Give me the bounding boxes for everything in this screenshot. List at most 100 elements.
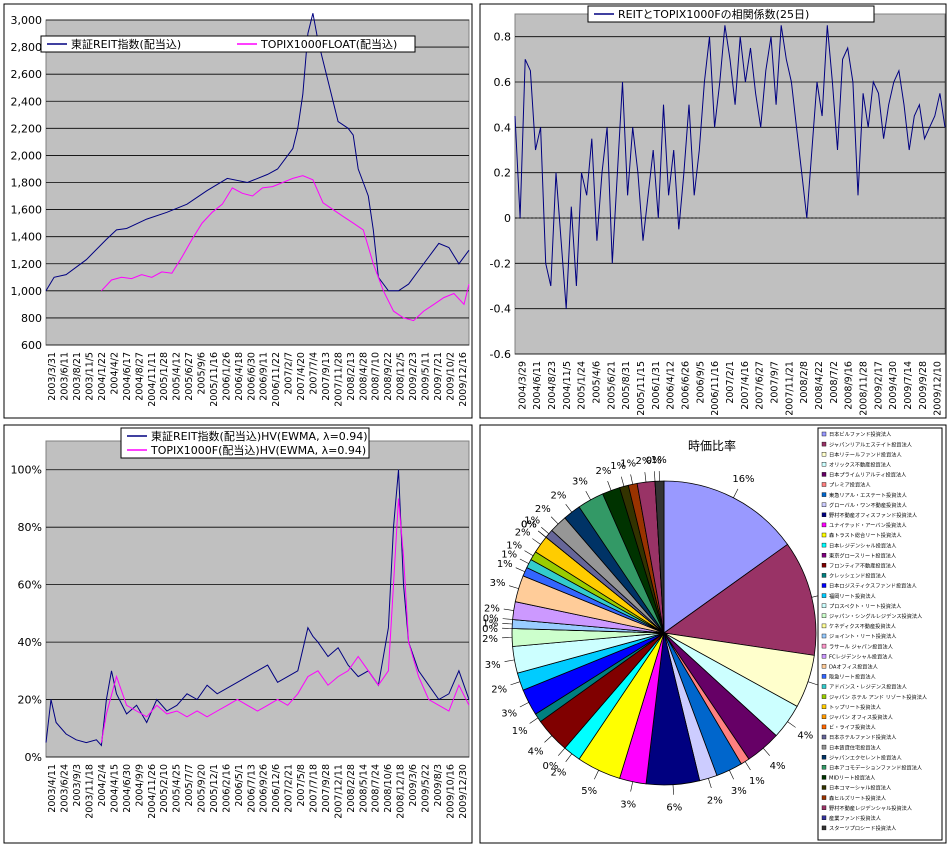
leader-line [807,681,818,686]
x-tick-label: 2009/12/16 [458,352,469,407]
leader-line [508,585,519,589]
leader-line [585,490,591,501]
chart-2: -0.6 -0.4 -0.2 0 0.2 0.4 0.6 0.8 2004/3/29 2004/6… [479,3,947,419]
x-tick-label: 2004/1/22 [97,352,108,401]
leader-line [630,781,633,792]
plot-area [45,440,470,758]
x-tick-label: 2008/2/13 [346,352,357,401]
legend-swatch [821,714,827,719]
x-tick-label: 2008/12/5 [396,352,407,401]
leader-line [644,472,647,483]
leader-line [654,471,656,482]
legend-box [587,5,875,23]
slice-label: 2% [484,603,500,614]
legend-label: ジャパン ホテル アンド リゾート投資法人 [829,693,927,701]
x-tick-label: 2005/9/20 [197,764,208,813]
legend-swatch [821,643,827,649]
x-tick-label: 2005/9/6 [197,352,208,395]
series-line-1 [514,25,946,309]
x-tick-label: 2009/3/6 [408,764,419,807]
y-tick-label: 2,400 [11,95,43,108]
slice-label: 3% [731,786,747,797]
slice-label: 1% [620,459,636,470]
x-tick-label: 2009/9/28 [918,361,929,410]
legend-label: 野村不動産レジデンシャル投資法人 [829,804,912,812]
x-tick-label: 2006/11/22 [271,352,282,407]
legend-swatch [821,623,827,629]
slice-label: 2% [595,466,611,477]
legend-label: 森ヒルズリート投資法人 [829,794,886,802]
y-tick-label: -0.4 [490,303,511,316]
leader-line [763,747,770,756]
chart-4: 時価比率16%13%6%4%4%1%3%2%6%3%5%2%0%4%1%3%2%… [479,424,947,844]
legend-label: 東証REIT指数(配当込)HV(EWMA, λ=0.94) [151,429,368,443]
x-tick-label: 2007/12/11 [333,764,344,819]
legend-swatch [821,573,827,578]
legend-swatch [821,603,827,608]
leader-line [532,538,541,545]
x-tick-label: 2007/11/21 [784,361,795,416]
legend-swatch [821,532,827,538]
series-line-1 [45,13,470,292]
slice-label: 2% [515,528,531,539]
leader-line [630,474,633,485]
x-tick-label: 2004/6/30 [122,764,133,813]
y-tick-label: 0% [25,751,42,764]
slice-label: 1% [482,619,498,630]
pie-slice-40 [654,480,665,634]
leader-line [550,516,559,525]
y-tick-label: 2,800 [11,41,43,54]
leader-line [744,761,751,771]
x-tick-label: 2007/4/16 [740,361,751,410]
x-tick-label: 2009/12/10 [933,361,944,416]
slice-label: 1% [497,559,513,570]
legend-swatch [821,431,827,437]
legend-swatch [821,815,827,820]
leader-line [519,702,529,708]
slice-label: 1% [506,541,522,552]
legend-swatch [821,765,827,770]
leader-line [729,770,734,780]
y-tick-label: 0.8 [494,31,512,44]
y-tick-label: 2,600 [11,68,43,81]
x-tick-label: 2004/6/11 [532,361,543,410]
legend-label: 日本コマーシャル投資法人 [829,784,891,792]
legend-label: ジャパン オフィス投資法人 [829,713,893,721]
leader-line [594,770,599,780]
x-tick-label: 2007/9/13 [321,352,332,401]
x-tick-label: 2003/8/21 [72,352,83,401]
legend-label: 東証REIT指数(配当込) [71,37,181,51]
x-tick-label: 2005/11/16 [209,352,220,407]
x-tick-label: 2009/2/17 [873,361,884,410]
legend-swatch [821,755,827,760]
legend-label: 日本リテールファンド投資法人 [829,450,902,458]
legend-label: 東京グロースリート投資法人 [829,551,896,559]
legend-swatch [821,654,827,659]
x-tick-label: 2005/2/10 [159,764,170,813]
x-tick-label: 2007/2/7 [284,352,295,395]
legend-swatch [821,553,827,558]
chart-title: 時価比率 [688,438,736,453]
x-tick-label: 2007/4/20 [296,352,307,401]
x-tick-label: 2004/11/5 [562,361,573,410]
legend-swatch [821,734,827,740]
legend-label: REITとTOPIX1000Fの相関係数(25日) [618,8,809,21]
leader-line [538,530,547,538]
slice-label: 0% [482,624,498,635]
legend-swatch [821,502,827,507]
legend-label: 日本アコモデーションファンド投資法人 [829,764,922,772]
y-tick-label: 0.2 [494,167,512,180]
leader-line [519,558,529,564]
x-tick-label: 2006/1/26 [221,352,232,401]
legend-swatch [821,805,827,810]
y-tick-label: 600 [21,339,42,352]
legend-swatch [821,744,827,750]
legend-box [40,35,416,53]
x-tick-label: 2008/11/28 [858,361,869,416]
x-tick-label: 2008/7/10 [371,352,382,401]
slice-label: 2% [550,767,566,778]
legend-swatch [821,633,827,639]
legend-label: プロスペクト・リート投資法人 [829,602,901,610]
x-tick-label: 2006/4/18 [234,352,245,401]
